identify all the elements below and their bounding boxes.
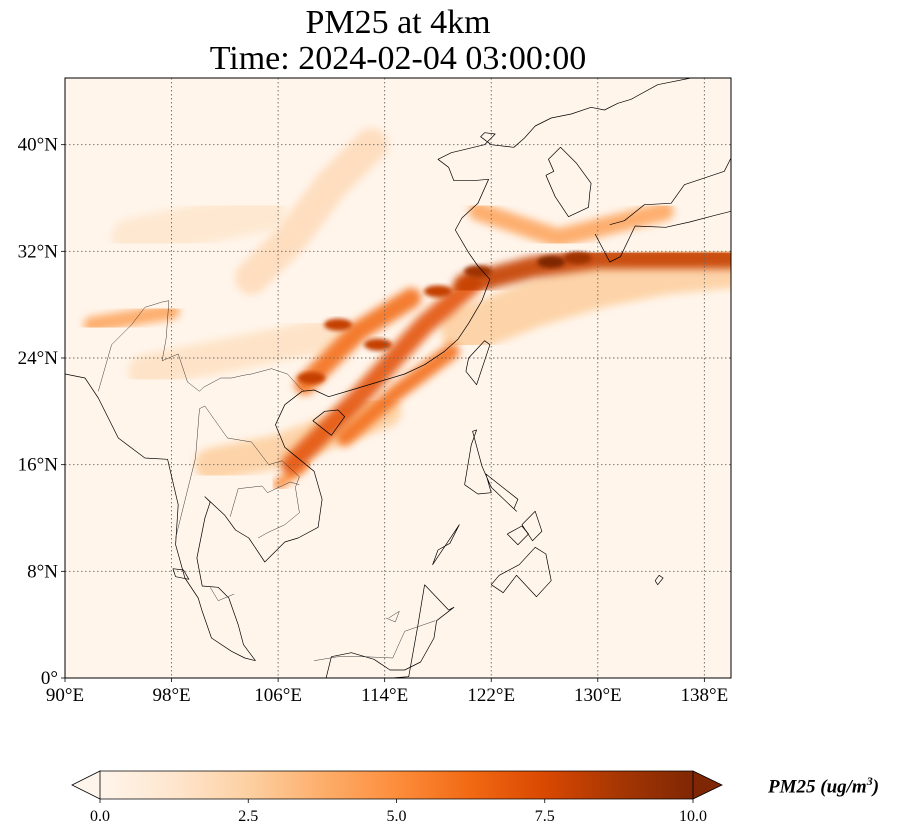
pm25-plume-8 bbox=[294, 288, 422, 395]
coastlines bbox=[65, 78, 731, 678]
lon-tick-label: 106°E bbox=[254, 685, 302, 706]
coastline bbox=[464, 429, 519, 512]
pm25-plume-9 bbox=[336, 343, 460, 446]
lat-tick-label: 32°N bbox=[18, 241, 59, 262]
coastline bbox=[609, 157, 731, 226]
colorbar-tick-label: 0.0 bbox=[90, 808, 110, 825]
colorbar-label: PM25 (ug/m3) bbox=[768, 774, 880, 798]
coastline bbox=[172, 568, 190, 580]
colorbar-tick-label: 5.0 bbox=[387, 808, 407, 825]
lat-tick-label: 16°N bbox=[18, 455, 59, 476]
lat-tick-label: 24°N bbox=[18, 348, 59, 369]
coastline bbox=[594, 144, 731, 263]
pm25-hotspot-5 bbox=[364, 338, 393, 351]
colorbar: 0.0 2.5 5.0 7.5 10.0 bbox=[71, 770, 723, 825]
latitude-axis: 0° 8°N 16°N 24°N 32°N 40°N bbox=[18, 135, 65, 689]
coastline bbox=[196, 78, 731, 661]
lat-tick-label: 0° bbox=[41, 668, 58, 689]
coastline bbox=[465, 340, 491, 386]
pm25-plume-1 bbox=[128, 314, 362, 388]
country-border bbox=[175, 405, 300, 539]
lon-tick-label: 138°E bbox=[681, 685, 729, 706]
lon-tick-label: 98°E bbox=[152, 685, 190, 706]
pm25-hotspot-6 bbox=[297, 372, 326, 384]
map-title-line1: PM25 at 4km bbox=[305, 4, 491, 41]
colorbar-tick-label: 7.5 bbox=[535, 808, 555, 825]
country-border bbox=[210, 587, 235, 601]
pm25-hotspot-0 bbox=[537, 256, 566, 268]
pm25-plume-3 bbox=[441, 241, 731, 355]
lat-tick-label: 8°N bbox=[27, 561, 58, 582]
pm25-hotspot-4 bbox=[324, 318, 353, 331]
country-border bbox=[229, 481, 300, 517]
coastline bbox=[654, 574, 664, 586]
lat-tick-label: 40°N bbox=[18, 135, 59, 156]
pm25-plume-6 bbox=[83, 303, 180, 333]
lon-tick-label: 114°E bbox=[361, 685, 408, 706]
pm25-plume-2 bbox=[234, 128, 389, 295]
country-border bbox=[162, 353, 305, 392]
colorbar-extend-min bbox=[71, 770, 101, 800]
coastline bbox=[521, 510, 543, 542]
coastline bbox=[325, 584, 455, 678]
country-border bbox=[385, 611, 400, 623]
country-borders bbox=[98, 300, 436, 661]
pm25-field bbox=[83, 128, 731, 491]
coastline bbox=[490, 546, 552, 598]
coastline bbox=[65, 373, 256, 662]
map-title-line2: Time: 2024-02-04 03:00:00 bbox=[209, 40, 587, 77]
lon-tick-label: 122°E bbox=[467, 685, 515, 706]
pm25-hotspot-2 bbox=[463, 265, 492, 278]
colorbar-tick-label: 10.0 bbox=[679, 808, 707, 825]
pm25-plume-5 bbox=[468, 202, 674, 248]
map-frame bbox=[64, 77, 732, 679]
coastline bbox=[506, 525, 529, 546]
lon-tick-label: 90°E bbox=[46, 685, 84, 706]
pm25-hotspot-1 bbox=[563, 252, 592, 264]
longitude-axis: 90°E 98°E 106°E 114°E 122°E 130°E 138°E bbox=[46, 678, 728, 706]
pm25-plume-10 bbox=[281, 274, 482, 475]
lon-tick-label: 130°E bbox=[574, 685, 622, 706]
country-border bbox=[314, 620, 436, 661]
coastline bbox=[312, 409, 346, 436]
pm25-hotspot-3 bbox=[423, 285, 452, 298]
country-border bbox=[98, 300, 170, 392]
colorbar-body bbox=[100, 771, 693, 799]
coastline bbox=[432, 524, 460, 566]
colorbar-extend-max bbox=[692, 770, 723, 800]
colorbar-tick-label: 2.5 bbox=[238, 808, 258, 825]
pm25-plume-0 bbox=[111, 191, 285, 258]
coastline bbox=[545, 146, 592, 218]
